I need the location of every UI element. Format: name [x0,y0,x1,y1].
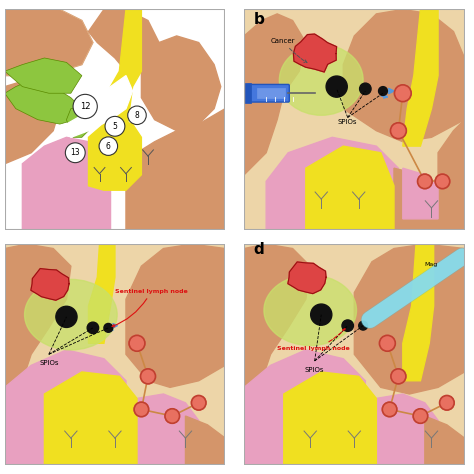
Ellipse shape [264,275,356,346]
Polygon shape [137,394,199,465]
Circle shape [73,94,97,118]
Polygon shape [403,9,438,146]
Circle shape [391,123,406,138]
Text: SPIOs: SPIOs [39,360,59,366]
Polygon shape [5,80,82,124]
Text: d: d [254,242,264,257]
Circle shape [165,409,180,423]
Circle shape [360,83,371,94]
Polygon shape [5,9,93,76]
Text: 6: 6 [106,142,111,151]
Ellipse shape [279,45,363,115]
Polygon shape [110,9,141,137]
Polygon shape [403,244,434,381]
Circle shape [65,143,85,163]
Polygon shape [89,244,115,343]
Ellipse shape [25,279,117,350]
Polygon shape [244,350,365,465]
Polygon shape [266,137,403,230]
Circle shape [191,395,206,410]
FancyArrowPatch shape [370,257,462,319]
FancyArrowPatch shape [370,257,462,319]
Circle shape [105,117,125,136]
Circle shape [99,137,118,155]
Text: 13: 13 [71,148,80,157]
Polygon shape [425,416,465,465]
Circle shape [140,369,155,384]
Text: SPIOs: SPIOs [305,367,324,373]
Polygon shape [185,416,225,465]
Text: Sentinel lymph node: Sentinel lymph node [112,289,188,327]
Polygon shape [5,244,71,387]
Circle shape [413,409,428,423]
Polygon shape [5,80,60,164]
Circle shape [128,106,146,125]
Polygon shape [89,9,159,71]
Bar [257,88,286,99]
Circle shape [129,336,145,351]
Polygon shape [354,244,465,394]
Circle shape [379,87,387,95]
Circle shape [435,174,450,189]
FancyBboxPatch shape [247,84,289,102]
Polygon shape [5,350,126,465]
Circle shape [87,322,99,334]
Polygon shape [244,14,306,175]
Text: SPIOs: SPIOs [338,119,357,125]
Polygon shape [343,9,465,142]
Text: Mag: Mag [425,262,438,267]
Polygon shape [66,109,89,137]
Polygon shape [45,372,137,465]
Polygon shape [31,269,69,300]
Polygon shape [284,372,376,465]
Polygon shape [376,394,438,465]
Circle shape [391,369,406,384]
Polygon shape [244,244,310,387]
Text: b: b [254,12,264,27]
Circle shape [439,395,454,410]
Polygon shape [306,146,394,230]
Circle shape [56,306,77,328]
Circle shape [310,304,332,325]
Bar [245,83,251,103]
Circle shape [394,85,411,101]
Text: 12: 12 [80,102,91,111]
Text: Sentinel lymph node: Sentinel lymph node [277,328,350,351]
Polygon shape [438,120,465,230]
Circle shape [380,336,395,351]
Polygon shape [403,168,438,219]
Polygon shape [126,109,225,230]
Circle shape [104,323,113,332]
Polygon shape [22,137,110,230]
Polygon shape [89,120,141,190]
Polygon shape [141,36,221,131]
Circle shape [326,76,347,97]
Circle shape [418,174,432,189]
Polygon shape [394,168,438,230]
Text: 8: 8 [135,111,139,120]
Text: Cancer: Cancer [271,37,307,63]
Circle shape [359,321,367,330]
Polygon shape [288,262,326,293]
Text: 5: 5 [112,122,118,131]
Polygon shape [66,76,133,137]
Polygon shape [126,244,225,387]
Circle shape [383,402,397,417]
Circle shape [342,320,354,331]
Circle shape [134,402,149,417]
Polygon shape [293,34,337,72]
Polygon shape [5,58,82,93]
